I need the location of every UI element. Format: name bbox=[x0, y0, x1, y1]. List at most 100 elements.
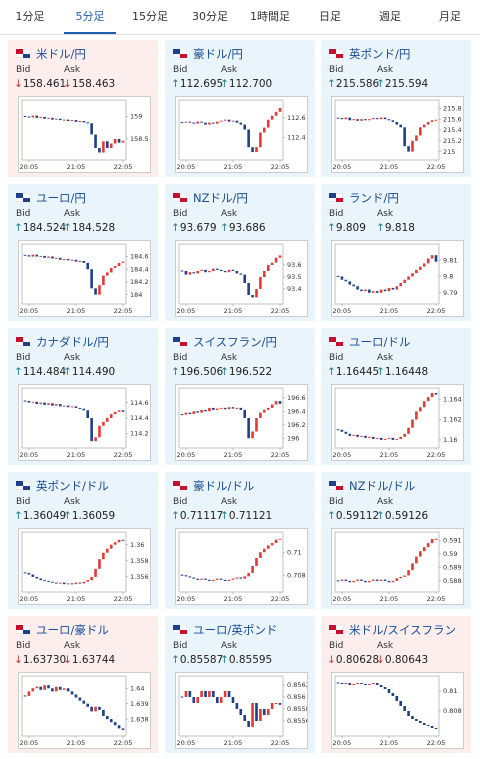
y-tick-label: 215.4 bbox=[443, 126, 462, 134]
bid-value: 158.461 bbox=[22, 78, 67, 90]
candle bbox=[231, 407, 235, 409]
pair-name[interactable]: ユーロ/ドル bbox=[349, 335, 411, 349]
pair-name[interactable]: カナダドル/円 bbox=[36, 335, 109, 349]
timeframe-tab[interactable]: 月足 bbox=[439, 10, 461, 23]
rate-card[interactable]: 豪ドル/ドル Bid Ask ↑0.71117 ↑0.71121 0.71 0.708 20:… bbox=[165, 472, 315, 609]
ask-price: ↑0.59126 bbox=[376, 510, 428, 522]
pair-name[interactable]: 英ポンド/円 bbox=[349, 47, 411, 61]
candle bbox=[340, 429, 344, 432]
pair-name[interactable]: 豪ドル/円 bbox=[193, 47, 243, 61]
bid-value: 0.85587 bbox=[179, 654, 224, 666]
candle bbox=[55, 686, 58, 692]
candle bbox=[426, 121, 430, 125]
candle bbox=[223, 271, 227, 273]
ask-label: Ask bbox=[221, 209, 238, 219]
pair-name[interactable]: ランド/円 bbox=[349, 191, 399, 205]
timeframe-tab[interactable]: 5分足 bbox=[64, 0, 116, 34]
pair-name[interactable]: ユーロ/豪ドル bbox=[36, 623, 109, 637]
candle bbox=[352, 434, 355, 436]
rate-card[interactable]: ユーロ/英ポンドBidAsk↑0.85587↑0.855950.85620.85… bbox=[165, 616, 315, 753]
timeframe-tab[interactable]: 30分足 bbox=[192, 10, 228, 23]
candle bbox=[113, 542, 117, 545]
rate-card[interactable]: 米ドル/スイスフラン Bid Ask ↓0.80628 ↓0.80643 0.81 0.80… bbox=[321, 616, 471, 753]
rate-card[interactable]: ユーロ/円 Bid Ask ↑184.524 ↑184.528 184.6 184.4 184… bbox=[8, 184, 158, 321]
candle bbox=[255, 289, 258, 298]
candle bbox=[403, 575, 406, 577]
trend-arrow: ↑ bbox=[220, 654, 229, 666]
candle bbox=[360, 435, 363, 437]
bid-value: 114.484 bbox=[22, 366, 67, 378]
pair-name[interactable]: NZドル/ドル bbox=[349, 479, 416, 493]
candle bbox=[62, 688, 66, 690]
rate-card[interactable]: スイスフラン/円 Bid Ask ↑196.506 ↑196.522 196.6 196.4… bbox=[165, 328, 315, 465]
trend-arrow: ↑ bbox=[14, 366, 23, 378]
x-tick-label: 22:05 bbox=[271, 451, 290, 459]
timeframe-tab[interactable]: 1時間足 bbox=[250, 10, 290, 23]
candle bbox=[371, 579, 375, 581]
pair-name[interactable]: ユーロ/英ポンド bbox=[193, 623, 278, 637]
bid-value: 0.80628 bbox=[335, 654, 380, 666]
candle bbox=[74, 120, 78, 122]
candle bbox=[235, 703, 239, 709]
candle bbox=[375, 291, 379, 293]
rate-card[interactable]: 豪ドル/円 Bid Ask ↑112.695 ↑112.700 112.6 112.4 20:… bbox=[165, 40, 315, 177]
ask-value: 93.686 bbox=[228, 222, 266, 234]
flag-part bbox=[173, 49, 180, 54]
timeframe-tab[interactable]: 週足 bbox=[379, 10, 401, 23]
candle bbox=[387, 580, 391, 583]
pair-name[interactable]: 米ドル/スイスフラン bbox=[349, 623, 457, 637]
x-tick-label: 20:05 bbox=[333, 739, 352, 747]
ask-value: 9.818 bbox=[384, 222, 415, 234]
candle bbox=[352, 684, 355, 685]
plot-frame bbox=[178, 531, 284, 593]
y-tick-label: 0.808 bbox=[443, 707, 462, 715]
ask-price: ↑0.85595 bbox=[220, 654, 272, 666]
candle bbox=[215, 697, 219, 703]
candle bbox=[23, 400, 27, 402]
ask-label: Ask bbox=[377, 353, 394, 363]
candle bbox=[255, 418, 258, 432]
timeframe-tab[interactable]: 15分足 bbox=[132, 10, 168, 23]
candle bbox=[90, 269, 93, 289]
y-tick-label: 93.5 bbox=[287, 273, 301, 281]
bid-label: Bid bbox=[16, 209, 31, 219]
rate-card[interactable]: 米ドル/円 Bid Ask ↓158.461 ↓158.463 159 158.5 20:05… bbox=[8, 40, 158, 177]
pair-name[interactable]: スイスフラン/円 bbox=[193, 335, 278, 349]
candle bbox=[336, 275, 340, 277]
candle bbox=[196, 411, 199, 413]
bid-value: 0.59112 bbox=[335, 510, 380, 522]
timeframe-tab[interactable]: 日足 bbox=[319, 10, 341, 23]
candle bbox=[102, 709, 105, 717]
candle bbox=[39, 686, 42, 690]
rate-card[interactable]: ユーロ/豪ドル Bid Ask ↓1.63730 ↓1.63744 1.64 1.639 1.… bbox=[8, 616, 158, 753]
candle bbox=[231, 697, 235, 703]
candle bbox=[434, 119, 438, 121]
candle bbox=[43, 685, 46, 690]
candle bbox=[259, 277, 262, 289]
rate-card[interactable]: カナダドル/円 Bid Ask ↑114.484 ↑114.490 114.6 114.4 1… bbox=[8, 328, 158, 465]
rate-card[interactable]: 英ポンド/円 Bid Ask ↑215.586 ↑215.594 215.8 215.6 21… bbox=[321, 40, 471, 177]
rate-card[interactable]: 英ポンド/ドル Bid Ask ↑1.36049 ↑1.36059 1.36 1.358 1.… bbox=[8, 472, 158, 609]
y-tick-label: 114.4 bbox=[130, 414, 149, 422]
bid-price: ↑196.506 bbox=[171, 366, 223, 378]
ask-value: 1.36059 bbox=[71, 510, 116, 522]
rate-card[interactable]: ユーロ/ドル Bid Ask ↑1.16445 ↑1.16448 1.164 1.162 1.… bbox=[321, 328, 471, 465]
candle bbox=[70, 406, 74, 408]
y-tick-label: 1.64 bbox=[130, 684, 144, 692]
rate-card[interactable]: ランド/円 Bid Ask ↑9.809 ↑9.818 9.81 9.8 9.79 20:05 2… bbox=[321, 184, 471, 321]
ask-value: 158.463 bbox=[71, 78, 116, 90]
mini-chart: 0.591 0.59 0.589 0.588 20:05 21:05 22:05 bbox=[331, 528, 464, 605]
rate-card[interactable]: NZドル/ドル Bid Ask ↑0.59112 ↑0.59126 0.591 0.59 0.… bbox=[321, 472, 471, 609]
candle bbox=[235, 407, 239, 409]
pair-name[interactable]: 英ポンド/ドル bbox=[36, 479, 109, 493]
pair-name[interactable]: 豪ドル/ドル bbox=[193, 479, 255, 493]
timeframe-tab[interactable]: 1分足 bbox=[15, 10, 45, 23]
pair-name[interactable]: NZドル/円 bbox=[193, 191, 248, 205]
candle bbox=[434, 728, 438, 729]
bid-price: ↑1.36049 bbox=[14, 510, 66, 522]
flag-icon bbox=[173, 481, 187, 490]
pair-name[interactable]: 米ドル/円 bbox=[36, 47, 86, 61]
pair-name[interactable]: ユーロ/円 bbox=[36, 191, 86, 205]
candle bbox=[39, 578, 42, 581]
rate-card[interactable]: NZドル/円 Bid Ask ↑93.679 ↑93.686 93.6 93.5 93.4 20… bbox=[165, 184, 315, 321]
